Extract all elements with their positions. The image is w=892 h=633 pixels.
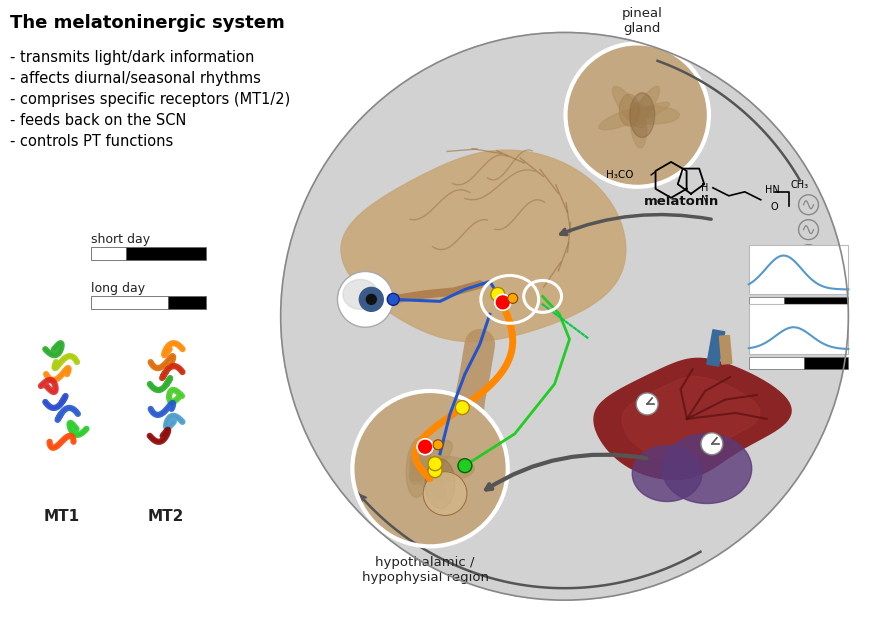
Text: - affects diurnal/seasonal rhythms: - affects diurnal/seasonal rhythms <box>10 72 260 86</box>
Bar <box>168 296 206 310</box>
Ellipse shape <box>624 106 680 124</box>
Circle shape <box>701 433 723 454</box>
Text: MT1: MT1 <box>44 508 79 523</box>
Text: MT2: MT2 <box>148 508 185 523</box>
Ellipse shape <box>425 459 455 508</box>
Circle shape <box>359 287 384 311</box>
Bar <box>127 247 206 260</box>
Text: pineal
gland: pineal gland <box>622 8 663 35</box>
Ellipse shape <box>613 87 644 128</box>
Polygon shape <box>594 358 791 479</box>
Ellipse shape <box>619 94 640 126</box>
Polygon shape <box>622 377 760 461</box>
Text: H
N: H N <box>701 183 708 204</box>
Ellipse shape <box>406 438 430 498</box>
Text: CH₃: CH₃ <box>790 180 809 190</box>
Circle shape <box>491 287 505 301</box>
Text: long day: long day <box>92 282 145 296</box>
Circle shape <box>566 44 709 187</box>
Bar <box>748 298 783 310</box>
Polygon shape <box>662 434 752 503</box>
Circle shape <box>352 391 508 546</box>
Text: hypothalamic /
hypophysial region: hypothalamic / hypophysial region <box>361 556 489 584</box>
Circle shape <box>508 293 517 303</box>
Text: melatonin: melatonin <box>643 195 719 208</box>
Circle shape <box>428 464 442 478</box>
Ellipse shape <box>631 102 647 148</box>
Bar <box>720 335 731 364</box>
Text: HN: HN <box>764 185 780 195</box>
Circle shape <box>423 472 467 515</box>
Bar <box>748 304 848 354</box>
Circle shape <box>281 32 848 600</box>
Circle shape <box>458 459 472 473</box>
Text: - comprises specific receptors (MT1/2): - comprises specific receptors (MT1/2) <box>10 92 290 107</box>
Bar <box>92 296 168 310</box>
Circle shape <box>428 457 442 471</box>
Text: short day: short day <box>92 232 151 246</box>
Text: - controls PT functions: - controls PT functions <box>10 134 173 149</box>
Ellipse shape <box>409 444 431 484</box>
Ellipse shape <box>409 455 446 498</box>
Text: - transmits light/dark information: - transmits light/dark information <box>10 51 254 65</box>
Ellipse shape <box>409 441 452 481</box>
Bar <box>748 244 848 294</box>
Circle shape <box>417 439 433 454</box>
Bar <box>783 298 848 310</box>
Ellipse shape <box>599 108 648 130</box>
Bar <box>707 330 725 366</box>
Polygon shape <box>632 446 702 501</box>
Circle shape <box>455 401 469 415</box>
Text: H₃CO: H₃CO <box>606 170 633 180</box>
Ellipse shape <box>409 456 475 481</box>
Bar <box>92 247 127 260</box>
Circle shape <box>337 272 393 327</box>
Text: O: O <box>771 202 779 212</box>
Circle shape <box>433 440 443 450</box>
Ellipse shape <box>630 92 655 137</box>
Polygon shape <box>341 150 626 342</box>
Bar <box>748 357 804 369</box>
Circle shape <box>367 294 376 304</box>
Text: - feeds back on the SCN: - feeds back on the SCN <box>10 113 186 128</box>
Ellipse shape <box>632 103 669 120</box>
Circle shape <box>387 293 400 305</box>
Ellipse shape <box>632 86 659 127</box>
Text: The melatoninergic system: The melatoninergic system <box>10 13 285 32</box>
Bar <box>804 357 848 369</box>
Circle shape <box>636 393 658 415</box>
Circle shape <box>495 294 511 310</box>
Ellipse shape <box>343 279 378 310</box>
